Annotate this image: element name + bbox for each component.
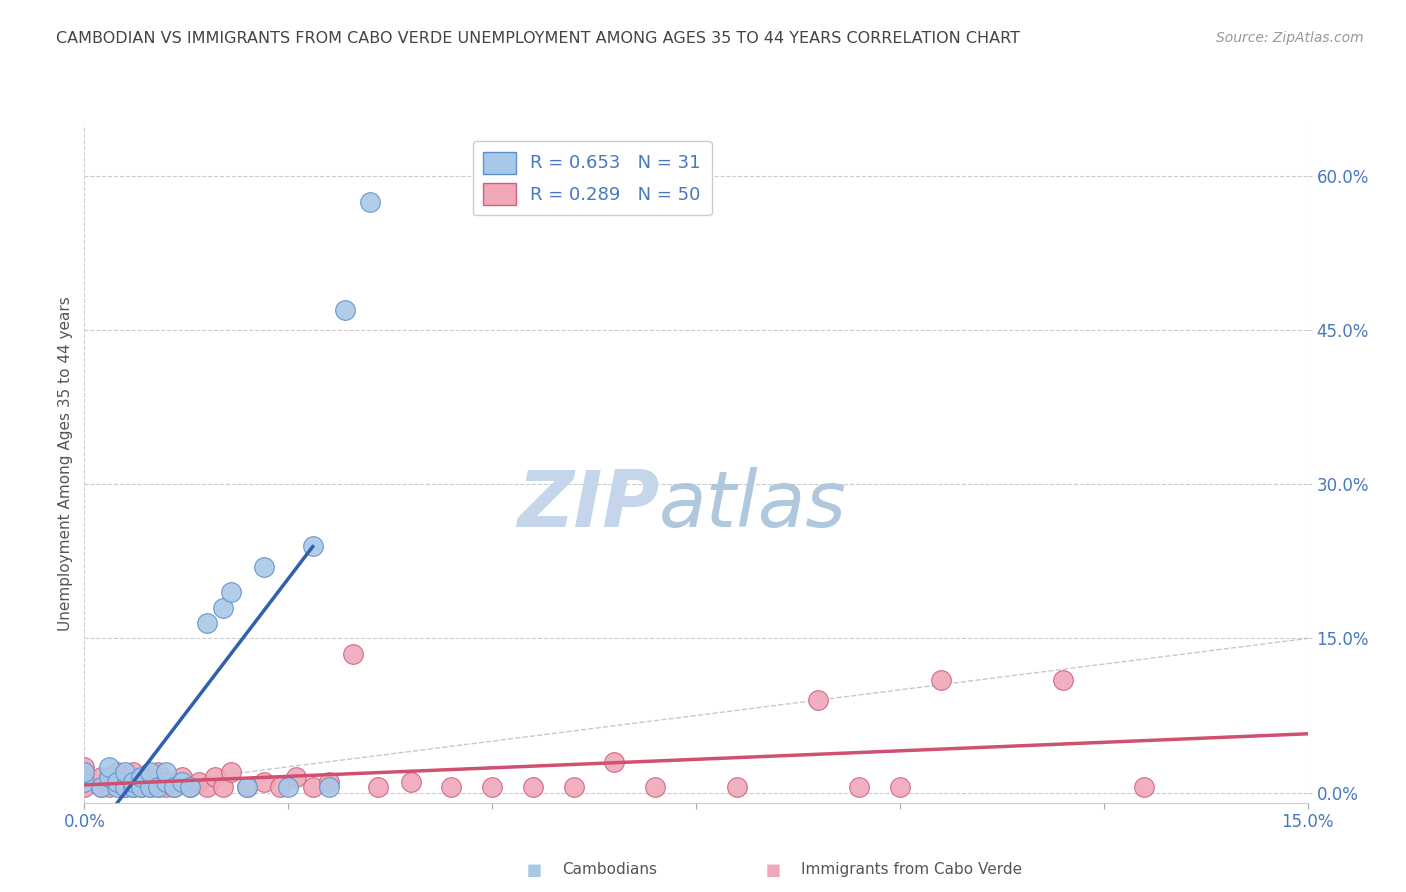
Point	[644, 780, 666, 795]
Point	[114, 780, 136, 795]
Point	[1052, 673, 1074, 687]
Point	[73, 760, 96, 774]
Text: Immigrants from Cabo Verde: Immigrants from Cabo Verde	[801, 863, 1022, 877]
Point	[335, 302, 357, 317]
Point	[277, 780, 299, 795]
Text: ZIP: ZIP	[517, 467, 659, 542]
Point	[725, 780, 748, 795]
Point	[195, 615, 218, 630]
Point	[522, 780, 544, 795]
Point	[301, 539, 323, 553]
Point	[90, 780, 112, 795]
Point	[122, 764, 145, 779]
Point	[122, 780, 145, 795]
Point	[131, 770, 153, 784]
Point	[318, 775, 340, 789]
Point	[889, 780, 911, 795]
Point	[131, 780, 153, 795]
Point	[562, 780, 585, 795]
Point	[90, 770, 112, 784]
Point	[138, 770, 160, 784]
Point	[97, 780, 120, 795]
Point	[114, 770, 136, 784]
Point	[122, 775, 145, 789]
Point	[481, 780, 503, 795]
Point	[236, 780, 259, 795]
Point	[212, 600, 235, 615]
Point	[440, 780, 463, 795]
Point	[138, 780, 160, 795]
Point	[146, 764, 169, 779]
Point	[929, 673, 952, 687]
Point	[399, 775, 422, 789]
Point	[105, 775, 128, 789]
Point	[105, 775, 128, 789]
Point	[236, 780, 259, 795]
Text: atlas: atlas	[659, 467, 848, 542]
Point	[146, 780, 169, 795]
Point	[138, 764, 160, 779]
Point	[253, 559, 276, 574]
Point	[269, 780, 291, 795]
Point	[155, 764, 177, 779]
Point	[131, 780, 153, 795]
Point	[172, 775, 194, 789]
Point	[301, 780, 323, 795]
Point	[73, 775, 96, 789]
Point	[122, 780, 145, 795]
Point	[97, 770, 120, 784]
Point	[105, 764, 128, 779]
Point	[195, 780, 218, 795]
Text: ▪: ▪	[765, 858, 782, 881]
Point	[359, 194, 381, 209]
Point	[342, 647, 364, 661]
Point	[97, 760, 120, 774]
Text: ▪: ▪	[526, 858, 543, 881]
Point	[187, 775, 209, 789]
Point	[155, 775, 177, 789]
Point	[114, 764, 136, 779]
Point	[603, 755, 626, 769]
Point	[212, 780, 235, 795]
Point	[155, 775, 177, 789]
Point	[163, 780, 186, 795]
Point	[138, 780, 160, 795]
Point	[204, 770, 226, 784]
Point	[367, 780, 389, 795]
Point	[90, 780, 112, 795]
Point	[155, 780, 177, 795]
Point	[848, 780, 870, 795]
Legend: R = 0.653   N = 31, R = 0.289   N = 50: R = 0.653 N = 31, R = 0.289 N = 50	[472, 141, 711, 216]
Point	[146, 780, 169, 795]
Point	[1133, 780, 1156, 795]
Point	[73, 780, 96, 795]
Point	[219, 764, 242, 779]
Point	[172, 770, 194, 784]
Point	[105, 780, 128, 795]
Point	[73, 764, 96, 779]
Point	[163, 780, 186, 795]
Point	[131, 775, 153, 789]
Point	[73, 770, 96, 784]
Text: Source: ZipAtlas.com: Source: ZipAtlas.com	[1216, 31, 1364, 45]
Point	[179, 780, 201, 795]
Point	[219, 585, 242, 599]
Point	[285, 770, 308, 784]
Text: CAMBODIAN VS IMMIGRANTS FROM CABO VERDE UNEMPLOYMENT AMONG AGES 35 TO 44 YEARS C: CAMBODIAN VS IMMIGRANTS FROM CABO VERDE …	[56, 31, 1021, 46]
Point	[807, 693, 830, 707]
Point	[318, 780, 340, 795]
Point	[253, 775, 276, 789]
Point	[179, 780, 201, 795]
Y-axis label: Unemployment Among Ages 35 to 44 years: Unemployment Among Ages 35 to 44 years	[58, 296, 73, 632]
Point	[114, 780, 136, 795]
Text: Cambodians: Cambodians	[562, 863, 658, 877]
